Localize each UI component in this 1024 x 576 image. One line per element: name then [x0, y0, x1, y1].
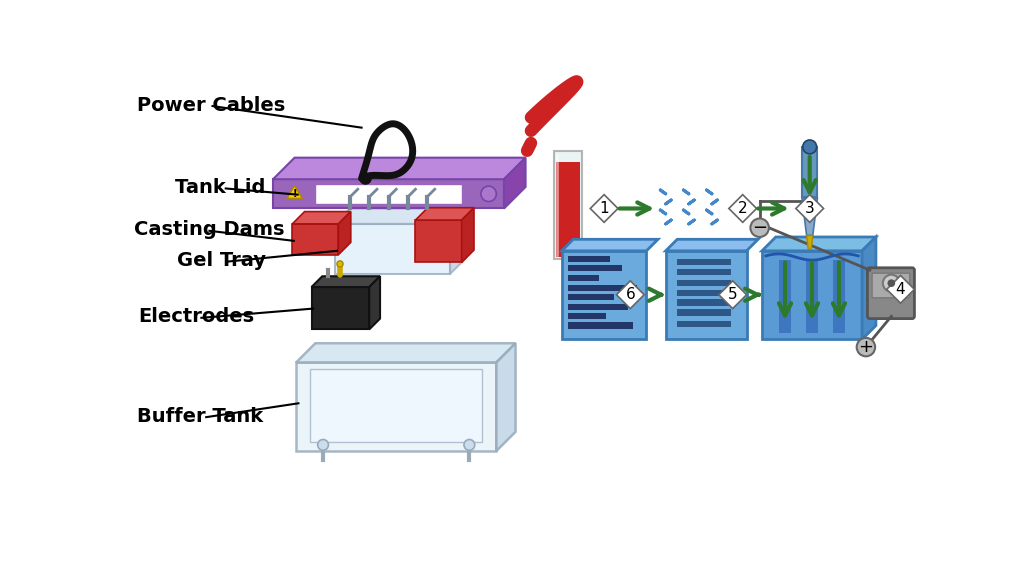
Text: !: !	[292, 189, 297, 199]
Polygon shape	[462, 208, 474, 263]
Polygon shape	[292, 211, 351, 224]
Polygon shape	[504, 158, 525, 209]
Polygon shape	[311, 287, 370, 329]
Text: 3: 3	[805, 201, 814, 216]
Polygon shape	[370, 276, 380, 329]
Polygon shape	[335, 224, 451, 274]
Text: Gel Tray: Gel Tray	[177, 251, 266, 270]
Polygon shape	[677, 300, 731, 305]
Polygon shape	[887, 275, 914, 303]
Polygon shape	[807, 236, 813, 249]
Circle shape	[337, 261, 343, 267]
Polygon shape	[802, 147, 817, 197]
Circle shape	[888, 279, 895, 287]
Polygon shape	[762, 251, 862, 339]
Text: Electrodes: Electrodes	[138, 308, 254, 327]
Polygon shape	[590, 195, 617, 222]
Text: 6: 6	[626, 287, 635, 302]
Polygon shape	[497, 343, 515, 451]
Circle shape	[857, 338, 876, 357]
Polygon shape	[335, 209, 466, 224]
Circle shape	[803, 140, 816, 154]
Polygon shape	[666, 251, 746, 339]
Polygon shape	[568, 304, 628, 310]
Text: +: +	[858, 338, 873, 356]
Polygon shape	[806, 260, 818, 334]
Polygon shape	[292, 224, 339, 255]
Text: 1: 1	[599, 201, 609, 216]
Circle shape	[481, 186, 497, 202]
Polygon shape	[339, 211, 351, 255]
Text: 5: 5	[728, 287, 737, 302]
Polygon shape	[296, 362, 497, 451]
Polygon shape	[568, 313, 606, 319]
Polygon shape	[311, 276, 380, 287]
Polygon shape	[568, 275, 599, 281]
Polygon shape	[616, 281, 644, 309]
Polygon shape	[451, 209, 466, 274]
Polygon shape	[677, 280, 731, 286]
Polygon shape	[568, 323, 634, 329]
Polygon shape	[310, 369, 482, 442]
Polygon shape	[273, 179, 504, 209]
Polygon shape	[556, 162, 581, 257]
Polygon shape	[833, 260, 845, 334]
Polygon shape	[677, 268, 731, 275]
Text: Buffer Tank: Buffer Tank	[137, 407, 263, 426]
Circle shape	[751, 218, 769, 237]
Text: 4: 4	[896, 282, 905, 297]
Polygon shape	[762, 237, 876, 251]
Polygon shape	[554, 151, 582, 259]
Polygon shape	[568, 294, 614, 300]
Polygon shape	[562, 251, 646, 339]
Polygon shape	[416, 220, 462, 263]
Polygon shape	[287, 185, 302, 199]
Polygon shape	[296, 343, 515, 362]
Polygon shape	[416, 208, 474, 220]
Polygon shape	[677, 309, 731, 316]
Polygon shape	[315, 184, 462, 204]
Polygon shape	[802, 199, 817, 236]
Text: Casting Dams: Casting Dams	[134, 221, 284, 240]
FancyBboxPatch shape	[872, 273, 909, 298]
Polygon shape	[779, 260, 792, 334]
Circle shape	[464, 439, 475, 450]
Text: −: −	[752, 219, 767, 237]
Circle shape	[317, 439, 329, 450]
Polygon shape	[677, 321, 731, 327]
Polygon shape	[666, 239, 758, 251]
Polygon shape	[273, 158, 525, 179]
Polygon shape	[568, 285, 637, 291]
Text: Tank Lid: Tank Lid	[175, 178, 265, 197]
Polygon shape	[719, 281, 746, 309]
Polygon shape	[677, 290, 731, 296]
FancyBboxPatch shape	[867, 268, 914, 319]
Polygon shape	[729, 195, 757, 222]
Polygon shape	[677, 259, 731, 266]
Polygon shape	[568, 256, 610, 263]
Polygon shape	[862, 237, 876, 339]
Circle shape	[883, 275, 900, 291]
Polygon shape	[796, 195, 823, 222]
Polygon shape	[562, 239, 658, 251]
Text: 2: 2	[738, 201, 748, 216]
Polygon shape	[568, 265, 622, 271]
Text: Power Cables: Power Cables	[137, 96, 285, 115]
